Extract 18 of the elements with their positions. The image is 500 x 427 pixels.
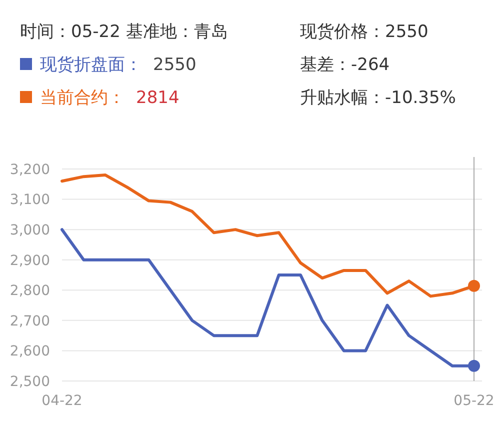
text: 时间：05-22 基准地：青岛 <box>20 22 228 42</box>
legend-label: 当前合约： <box>40 88 125 108</box>
legend-label: 现货折盘面： <box>40 55 142 75</box>
y-tick-label: 2,700 <box>10 313 50 330</box>
y-tick-label: 3,100 <box>10 192 50 208</box>
text: 2550 <box>153 55 196 75</box>
y-tick-label: 2,600 <box>10 344 50 360</box>
x-tick-label: 04-22 <box>42 393 82 409</box>
y-tick-label: 3,200 <box>10 162 50 178</box>
y-tick-label: 2,800 <box>10 283 50 300</box>
text: 2814 <box>136 88 180 108</box>
text: 现货价格：2550 <box>300 22 428 42</box>
text: 基差：-264 <box>300 55 390 75</box>
y-tick-label: 2,500 <box>10 374 50 390</box>
x-tick-label: 05-22 <box>454 393 494 409</box>
y-tick-label: 3,000 <box>10 222 50 238</box>
y-tick-label: 2,900 <box>10 252 50 269</box>
text: 升贴水幅：-10.35% <box>300 88 456 108</box>
